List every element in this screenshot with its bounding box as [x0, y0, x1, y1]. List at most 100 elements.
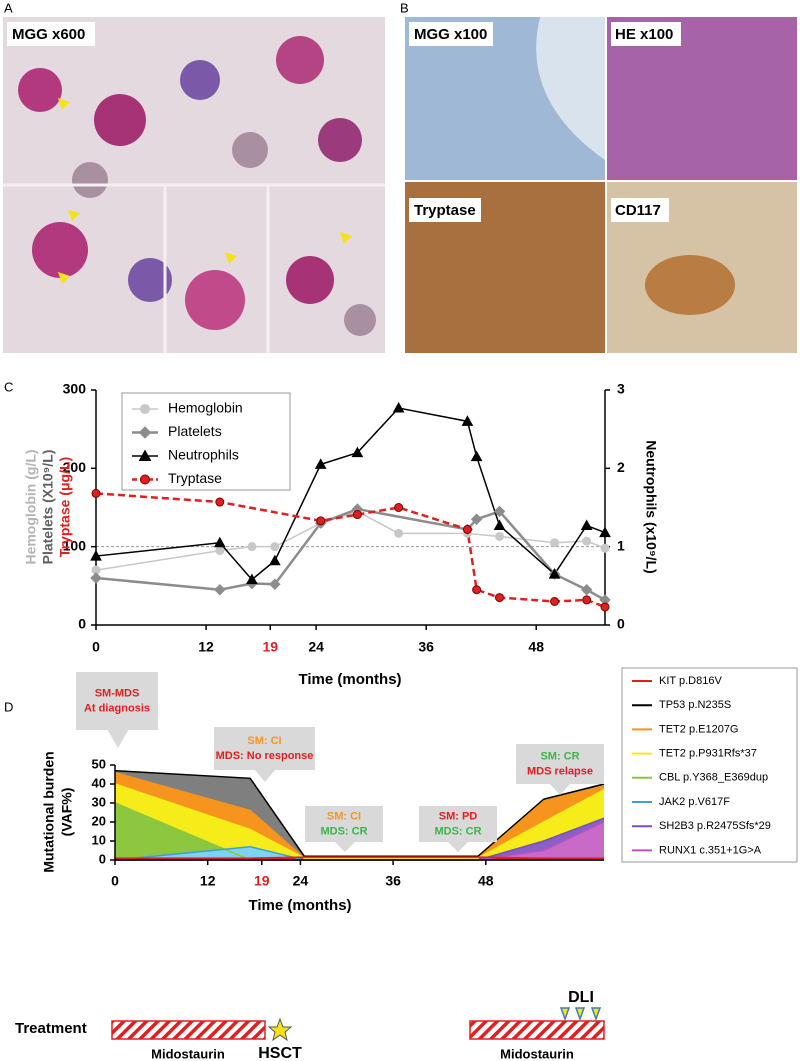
area-line — [115, 856, 604, 859]
infusion-arrow — [574, 1007, 586, 1022]
area-line — [114, 783, 605, 859]
marker — [247, 542, 257, 552]
callout-box — [419, 806, 497, 842]
image-caption: MGG x100 — [414, 26, 487, 43]
panel-label: C — [4, 379, 13, 394]
marker — [246, 573, 258, 585]
marker — [495, 593, 505, 603]
y-tick-label: 20 — [92, 813, 106, 828]
legend-label: Tryptase — [168, 470, 222, 486]
marker — [214, 584, 226, 596]
y-tick-label: 300 — [63, 381, 87, 397]
marker — [470, 513, 483, 525]
marker — [600, 602, 610, 612]
area — [115, 822, 604, 860]
legend-label: SH2B3 p.R2475Sfs*29 — [659, 820, 771, 832]
y-tick-label: 0 — [99, 851, 106, 866]
marker — [470, 450, 483, 462]
x-tick-label: 36 — [418, 639, 434, 655]
callout-box — [76, 672, 158, 730]
marker — [90, 550, 102, 561]
marker — [90, 572, 102, 584]
micrographs-b — [405, 17, 797, 353]
marker — [269, 578, 281, 590]
marker — [461, 415, 474, 426]
callout-box — [516, 744, 604, 784]
marker — [392, 401, 405, 413]
marker — [495, 531, 505, 541]
callout-box — [305, 806, 383, 842]
callout-text: MDS: CR — [320, 825, 367, 837]
image-caption: HE x100 — [615, 26, 673, 43]
marker — [582, 595, 592, 605]
callout-pointer — [447, 841, 469, 852]
image-caption: MGG x600 — [12, 26, 85, 43]
marker — [138, 449, 152, 461]
x-axis-label: Time (months) — [248, 897, 351, 914]
marker — [140, 404, 150, 414]
transplant-label: HSCT — [258, 1045, 302, 1061]
marker — [580, 519, 593, 531]
callout-pointer — [549, 783, 571, 795]
marker — [550, 597, 560, 606]
panel-label: B — [400, 0, 409, 15]
x-tick-label: 24 — [308, 639, 324, 655]
y2-tick-label: 2 — [617, 459, 625, 475]
y-tick-label: 40 — [92, 775, 106, 790]
transplant-star — [267, 1017, 293, 1042]
marker — [580, 584, 593, 596]
drug-label: Midostaurin — [500, 1046, 574, 1061]
marker — [550, 538, 560, 548]
marker — [394, 503, 404, 512]
y-tick-label: 10 — [92, 832, 106, 847]
image-caption: Tryptase — [414, 202, 476, 219]
callout-pointer — [254, 769, 276, 782]
callout-text: MDS: No response — [216, 750, 314, 762]
marker — [215, 546, 225, 556]
marker — [394, 528, 404, 538]
legend-label: TET2 p.E1207G — [659, 723, 739, 735]
y-tick-label: 0 — [78, 616, 86, 632]
legend-label: TP53 p.N235S — [659, 699, 731, 711]
callout-text: SM: CI — [327, 810, 361, 822]
x-tick-label: 12 — [198, 639, 214, 655]
marker — [472, 585, 482, 595]
x-tick-label: 0 — [92, 639, 100, 655]
y2-tick-label: 3 — [617, 381, 625, 397]
series-line — [95, 507, 606, 602]
x-tick-label: 36 — [385, 873, 401, 889]
callout-pointer — [334, 841, 356, 852]
panel-label: D — [4, 699, 13, 714]
callout-text: MDS relapse — [527, 765, 593, 777]
marker — [599, 526, 611, 538]
series-line — [95, 510, 606, 571]
marker — [213, 536, 226, 548]
marker — [582, 536, 592, 546]
y-axis-label: Tryptase (μg/L) — [57, 457, 73, 557]
marker — [462, 524, 472, 534]
marker — [351, 446, 364, 458]
x-tick-label: 19 — [254, 873, 270, 889]
marker — [138, 426, 152, 439]
y-axis-label: Hemoglobin (g/L) — [23, 449, 39, 564]
marker — [548, 568, 561, 579]
marker — [268, 554, 281, 566]
y-tick-label: 30 — [92, 794, 106, 809]
legend-label: Neutrophils — [168, 447, 239, 463]
legend-label: RUNX1 c.351+1G>A — [659, 844, 762, 856]
treatment-row — [111, 1007, 605, 1042]
marker — [352, 510, 362, 520]
legend-label: Platelets — [168, 423, 222, 439]
marker — [140, 474, 150, 485]
y-axis-label: Platelets (X10⁹/L) — [40, 450, 56, 565]
treatment-label: Treatment — [15, 1020, 87, 1037]
legend-box — [621, 667, 798, 863]
infusion-label: DLI — [568, 989, 594, 1006]
treatment-bar — [469, 1020, 605, 1040]
treatment-bar — [111, 1020, 266, 1040]
image-caption: CD117 — [615, 202, 661, 219]
area-line — [114, 769, 605, 857]
marker — [493, 519, 506, 531]
x-tick-label: 48 — [528, 639, 544, 655]
